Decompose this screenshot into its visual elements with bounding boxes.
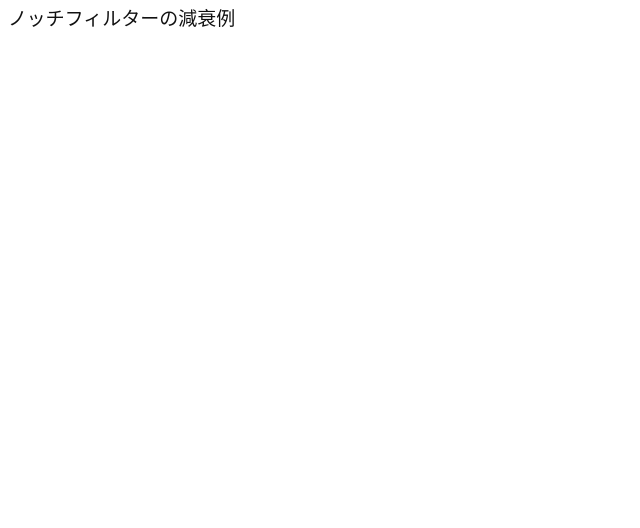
figure-title: ノッチフィルターの減衰例 — [8, 8, 236, 30]
screen-bezel — [16, 40, 624, 510]
graticule — [30, 52, 610, 490]
screen — [28, 50, 612, 500]
frame — [4, 29, 636, 523]
trace — [34, 63, 602, 474]
